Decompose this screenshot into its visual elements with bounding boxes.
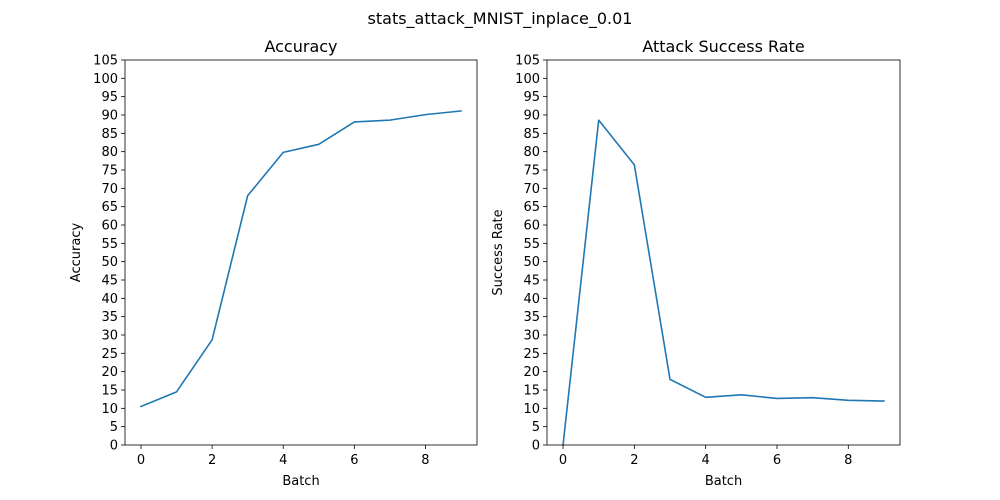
y-tick-label: 65 [523, 200, 540, 215]
y-tick-label: 35 [101, 310, 118, 325]
y-tick-label: 70 [101, 182, 118, 197]
y-tick-label: 30 [523, 329, 540, 344]
y-tick-label: 20 [101, 365, 118, 380]
y-tick-label: 90 [101, 109, 118, 124]
plot-frame [546, 59, 901, 446]
chart-title: Attack Success Rate [642, 37, 804, 56]
x-tick-label: 2 [208, 453, 216, 468]
y-tick-label: 10 [101, 402, 118, 417]
y-tick-label: 15 [523, 384, 540, 399]
y-tick-label: 60 [101, 219, 118, 234]
y-tick-label: 75 [101, 164, 118, 179]
y-tick-label: 10 [523, 402, 540, 417]
y-axis-label: Success Rate [491, 209, 506, 295]
y-tick-label: 75 [523, 164, 540, 179]
x-tick-label: 8 [421, 453, 429, 468]
x-tick-label: 4 [702, 453, 710, 468]
y-tick-label: 55 [101, 237, 118, 252]
y-tick-label: 25 [523, 347, 540, 362]
y-tick-label: 5 [110, 420, 118, 435]
y-tick-label: 20 [523, 365, 540, 380]
plot-frame [124, 59, 478, 446]
y-tick-label: 85 [523, 127, 540, 142]
chart-title: Accuracy [264, 37, 337, 56]
y-tick-label: 0 [110, 439, 118, 454]
y-tick-label: 100 [93, 72, 118, 87]
y-tick-label: 65 [101, 200, 118, 215]
y-tick-label: 45 [523, 274, 540, 289]
y-axis-label: Accuracy [69, 223, 84, 283]
y-tick-label: 105 [93, 54, 118, 69]
x-tick-label: 0 [559, 453, 567, 468]
y-tick-label: 15 [101, 384, 118, 399]
y-tick-label: 40 [523, 292, 540, 307]
y-tick-label: 95 [101, 90, 118, 105]
x-tick-label: 6 [350, 453, 358, 468]
y-tick-label: 40 [101, 292, 118, 307]
x-tick-label: 4 [279, 453, 287, 468]
y-tick-label: 50 [523, 255, 540, 270]
y-tick-label: 80 [101, 145, 118, 160]
series-line [139, 110, 462, 408]
attack-success-rate-chart: Attack Success Rate051015202530354045505… [491, 37, 901, 489]
figure-suptitle: stats_attack_MNIST_inplace_0.01 [368, 9, 633, 29]
y-tick-label: 85 [101, 127, 118, 142]
y-tick-label: 45 [101, 274, 118, 289]
y-tick-label: 60 [523, 219, 540, 234]
y-tick-label: 95 [523, 90, 540, 105]
y-tick-label: 70 [523, 182, 540, 197]
y-tick-label: 100 [515, 72, 540, 87]
x-tick-label: 0 [137, 453, 145, 468]
y-tick-label: 30 [101, 329, 118, 344]
x-tick-label: 8 [844, 453, 852, 468]
y-tick-label: 50 [101, 255, 118, 270]
y-tick-label: 0 [532, 439, 540, 454]
x-axis-label: Batch [282, 474, 319, 489]
y-tick-label: 80 [523, 145, 540, 160]
series-line [562, 119, 885, 446]
y-tick-label: 35 [523, 310, 540, 325]
y-tick-label: 5 [532, 420, 540, 435]
x-axis-label: Batch [705, 474, 742, 489]
x-tick-label: 6 [773, 453, 781, 468]
y-tick-label: 25 [101, 347, 118, 362]
x-tick-label: 2 [630, 453, 638, 468]
y-tick-label: 105 [515, 54, 540, 69]
accuracy-chart: Accuracy05101520253035404550556065707580… [69, 37, 478, 489]
y-tick-label: 90 [523, 109, 540, 124]
y-tick-label: 55 [523, 237, 540, 252]
